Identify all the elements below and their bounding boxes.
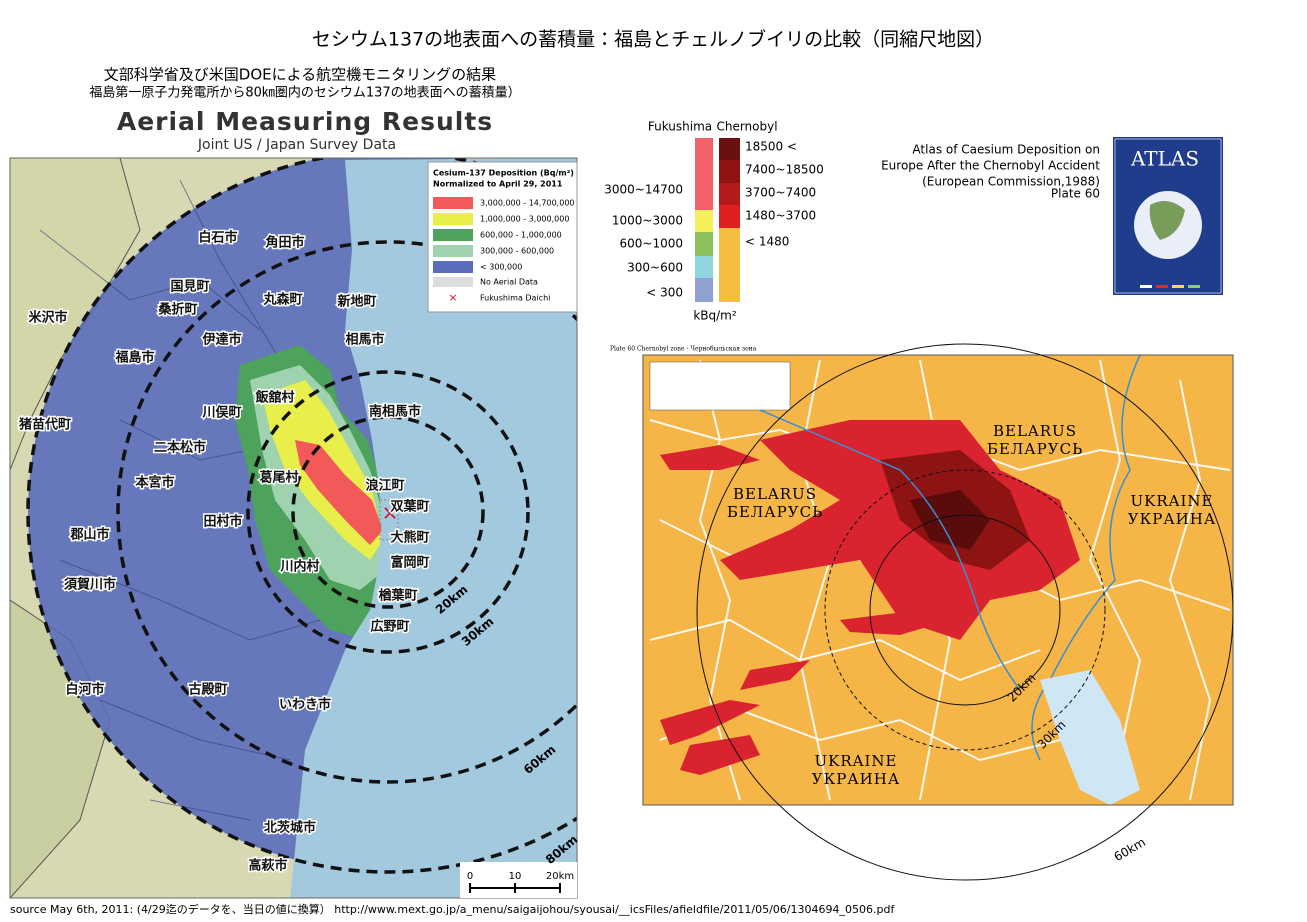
page-title: セシウム137の地表面への蓄積量：福島とチェルノブイリの比較（同縮尺地図） [312, 28, 994, 51]
place-label: 国見町 [170, 280, 209, 295]
country-label: UKRAINE [815, 752, 898, 770]
place-label: 双葉町 [390, 499, 429, 515]
range-label: 7400~18500 [745, 163, 824, 177]
place-label: 北茨城市 [264, 820, 316, 836]
place-label: 伊達市 [201, 332, 241, 348]
country-label: UKRAINE [1131, 492, 1214, 510]
legend-item: No Aerial Data [480, 278, 538, 287]
country-label: УКРАИНА [812, 770, 900, 788]
legend-note: Normalized to April 29, 2011 [433, 180, 563, 189]
source-note: source May 6th, 2011: (4/29迄のデータを、当日の値に換… [10, 902, 895, 916]
place-label: 大熊町 [390, 530, 429, 546]
place-label: 須賀川市 [63, 577, 116, 593]
place-label: 白石市 [198, 230, 237, 246]
range-label: 300~600 [627, 261, 683, 275]
place-label: 葛尾村 [258, 470, 298, 486]
place-label: 本宮市 [134, 475, 174, 491]
legend-title: Cesium-137 Deposition (Bq/m²) [433, 169, 574, 178]
country-label: BELARUS [993, 422, 1077, 440]
scale-label: 10 [509, 871, 522, 882]
unit-label: kBq/m² [693, 309, 737, 323]
legend-item: 300,000 - 600,000 [480, 247, 554, 256]
place-label: 古殿町 [188, 682, 227, 698]
country-label: БЕЛАРУСЬ [727, 503, 823, 521]
map-subheading: Joint US / Japan Survey Data [197, 137, 396, 153]
legend-item: 3,000,000 - 14,700,000 [480, 199, 575, 208]
column-header: Fukushima [648, 120, 712, 134]
place-label: 相馬市 [345, 332, 384, 348]
svg-text:×: × [382, 501, 399, 525]
place-label: 二本松市 [154, 440, 206, 456]
range-label: 3700~7400 [745, 186, 816, 200]
map-heading: Aerial Measuring Results [117, 107, 493, 136]
place-label: 楢葉町 [378, 588, 417, 604]
place-label: 田村市 [203, 514, 242, 530]
subtitle: 福島第一原子力発電所から80㎞圏内のセシウム137の地表面への蓄積量） [89, 85, 520, 101]
place-label: 広野町 [370, 620, 409, 635]
svg-text:×: × [448, 291, 457, 304]
place-label: 高萩市 [248, 858, 287, 874]
range-label: < 300 [646, 286, 683, 300]
place-label: 白河市 [65, 682, 104, 698]
legend-item: 1,000,000 - 3,000,000 [480, 215, 569, 224]
cover-title: ATLAS [1130, 147, 1199, 171]
place-label: 郡山市 [69, 527, 109, 543]
atlas-caption: Europe After the Chernobyl Accident [881, 159, 1100, 173]
country-label: BELARUS [733, 485, 817, 503]
place-label: いわき市 [279, 697, 331, 713]
place-label: 南相馬市 [369, 404, 421, 420]
plate-header: Plate 60 Chernobyl zone - Чернобыльская … [610, 346, 757, 353]
place-label: 桑折町 [157, 302, 197, 318]
scale-label: 20km [546, 871, 574, 882]
chernobyl-map [643, 355, 1233, 805]
range-label: 600~1000 [620, 237, 684, 251]
range-label: < 1480 [745, 235, 789, 249]
legend-item: < 300,000 [480, 263, 522, 272]
subtitle: 文部科学省及び米国DOEによる航空機モニタリングの結果 [104, 66, 496, 84]
range-label: 1480~3700 [745, 209, 816, 223]
country-label: БЕЛАРУСЬ [987, 440, 1083, 458]
place-label: 米沢市 [28, 310, 67, 326]
place-label: 川俣町 [201, 405, 241, 421]
legend-item: Fukushima Daichi [480, 294, 550, 303]
scale-label: 0 [467, 871, 473, 882]
country-label: УКРАИНА [1128, 510, 1216, 528]
place-label: 川内村 [279, 559, 319, 575]
atlas-caption: Plate 60 [1051, 187, 1100, 201]
range-label: 3000~14700 [604, 183, 683, 197]
range-label: 1000~3000 [612, 214, 683, 228]
place-label: 飯舘村 [254, 390, 294, 406]
scale-box [460, 862, 577, 898]
legend-swatches: × [433, 197, 473, 304]
scale-bar [469, 883, 561, 893]
place-label: 角田市 [265, 235, 304, 251]
comparison-legend [695, 138, 740, 302]
place-label: 福島市 [114, 350, 154, 366]
place-label: 浪江町 [365, 478, 404, 494]
atlas-cover [1113, 137, 1223, 295]
legend-item: 600,000 - 1,000,000 [480, 231, 562, 240]
distance-label: 60km [1112, 835, 1148, 864]
place-label: 丸森町 [262, 292, 302, 308]
range-label: 18500 < [745, 140, 797, 154]
atlas-caption: (European Commission,1988) [922, 175, 1100, 189]
place-label: 猪苗代町 [18, 417, 71, 433]
place-label: 新地町 [336, 294, 376, 310]
column-header: Chernobyl [716, 120, 777, 134]
atlas-caption: Atlas of Caesium Deposition on [912, 143, 1100, 157]
place-label: 富岡町 [390, 555, 429, 571]
